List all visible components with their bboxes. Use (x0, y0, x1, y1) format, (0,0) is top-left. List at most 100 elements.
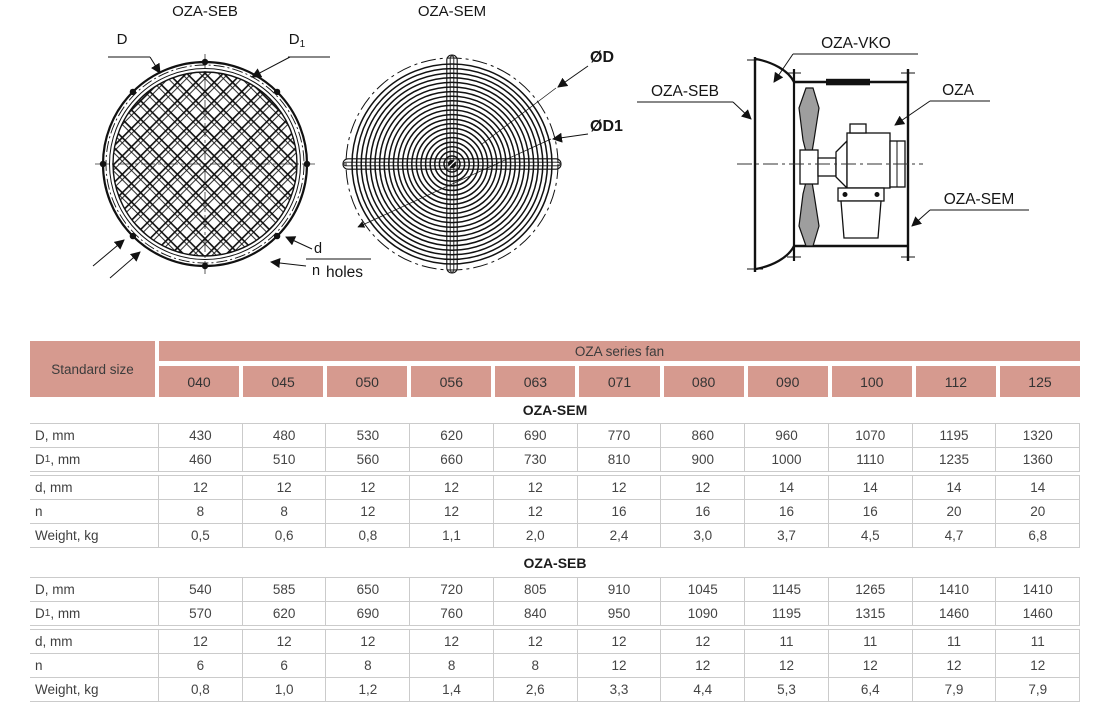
value-cell: 12 (827, 654, 912, 677)
table-row: Weight, kg 0,5 0,6 0,8 1,1 2,0 2,4 3,0 3,7 4,5 4,7… (30, 524, 1081, 548)
value-cell: 2,6 (492, 678, 577, 701)
value-cell: 0,5 (158, 524, 242, 547)
dim-od-leader-thin (481, 87, 557, 145)
dim-od1-leader-thin (357, 138, 552, 228)
value-cell: 12 (576, 630, 661, 653)
row-label: Weight, kg (35, 528, 99, 543)
value-cell: 1,4 (409, 678, 493, 701)
value-cell: 6,4 (827, 678, 912, 701)
value-cell: 660 (409, 448, 493, 471)
value-cell: 12 (325, 630, 409, 653)
mesh-grille (112, 71, 298, 257)
value-cell: 1265 (827, 578, 912, 601)
value-cell: 430 (158, 424, 242, 447)
holes-leader-1 (285, 236, 313, 250)
row-label: n (35, 658, 43, 673)
table-row: D, mm 430 480 530 620 690 770 860 960 1070 1195 132… (30, 424, 1081, 448)
bolt-holes (99, 58, 311, 270)
value-cell: 690 (492, 424, 577, 447)
technical-drawings: OZA-SEB D D1 d n holes (92, 3, 1029, 281)
dim-label-od: ØD (590, 49, 614, 66)
table-header: Standard size OZA series fan 040 045 050 05… (30, 341, 1081, 397)
value-cell: 840 (492, 602, 577, 625)
table-body: OZA-SEM D, mm 430 480 530 620 690 770 860 960 1070… (30, 397, 1081, 702)
value-cell: 480 (241, 424, 326, 447)
drawing-title-seb: OZA-SEB (172, 3, 238, 20)
value-cell: 12 (744, 654, 828, 677)
value-cell: 12 (325, 476, 409, 499)
value-cell: 1320 (995, 424, 1081, 447)
value-cell: 770 (576, 424, 661, 447)
value-cell: 4,4 (660, 678, 744, 701)
value-cell: 12 (241, 630, 326, 653)
value-cell: 12 (158, 476, 242, 499)
value-cell: 12 (911, 654, 996, 677)
value-cell: 11 (744, 630, 828, 653)
bracket-bolt (842, 192, 848, 197)
value-cell: 1045 (660, 578, 744, 601)
value-cell: 1360 (995, 448, 1081, 471)
value-cell: 805 (492, 578, 577, 601)
value-cell: 1195 (911, 424, 996, 447)
value-cell: 12 (492, 500, 577, 523)
value-cell: 12 (409, 476, 493, 499)
blade-lower (798, 181, 820, 247)
value-cell: 2,0 (492, 524, 577, 547)
value-cell: 12 (660, 476, 744, 499)
value-cell: 3,7 (744, 524, 828, 547)
value-cell: 1000 (744, 448, 828, 471)
row-label: d, mm (35, 634, 73, 649)
size-col-header: 100 (831, 366, 912, 397)
value-cell: 960 (744, 424, 828, 447)
value-cell: 11 (827, 630, 912, 653)
size-col-header: 040 (159, 366, 240, 397)
value-cell: 1235 (911, 448, 996, 471)
table-row: d, mm 12 12 12 12 12 12 12 11 11 11 11 (30, 629, 1081, 654)
value-cell: 1460 (995, 602, 1081, 625)
shaft (817, 157, 837, 177)
table-row: d, mm 12 12 12 12 12 12 12 14 14 14 14 (30, 475, 1081, 500)
holes-word: holes (326, 264, 363, 281)
value-cell: 1,1 (409, 524, 493, 547)
value-cell: 12 (576, 476, 661, 499)
size-col-header: 045 (243, 366, 324, 397)
dim-label-d: D (117, 31, 128, 48)
value-cell: 12 (660, 630, 744, 653)
value-cell: 11 (911, 630, 996, 653)
callout-oza-leader (894, 100, 931, 126)
value-cell: 4,5 (827, 524, 912, 547)
dim-d1-leader (251, 56, 291, 78)
size-col-header: 071 (579, 366, 660, 397)
value-cell: 910 (576, 578, 661, 601)
value-cell: 460 (158, 448, 242, 471)
row-label: n (35, 504, 43, 519)
value-cell: 12 (576, 654, 661, 677)
value-cell: 2,4 (576, 524, 661, 547)
value-cell: 0,6 (241, 524, 326, 547)
value-cell: 16 (576, 500, 661, 523)
row-label: Weight, kg (35, 682, 99, 697)
outer-dashed-circle (345, 57, 559, 271)
value-cell: 0,8 (158, 678, 242, 701)
section-title: OZA-SEB (30, 548, 1080, 578)
callout-seb-leader (732, 101, 752, 120)
dim-od1-leader (552, 132, 589, 143)
header-right: OZA series fan 040 045 050 056 063 071 080 090 1… (159, 341, 1081, 397)
value-cell: 860 (660, 424, 744, 447)
value-cell: 16 (827, 500, 912, 523)
motor-terminal-box (849, 123, 867, 134)
row-label: d, mm (35, 480, 73, 495)
value-cell: 12 (325, 500, 409, 523)
holes-dim-n: n (312, 263, 320, 279)
value-cell: 20 (911, 500, 996, 523)
dim-label-d1: D1 (289, 31, 306, 50)
dim-label-od1: ØD1 (590, 118, 623, 135)
bar-vertical (446, 54, 458, 274)
value-cell: 620 (409, 424, 493, 447)
size-col-header: 050 (327, 366, 408, 397)
value-cell: 20 (995, 500, 1081, 523)
